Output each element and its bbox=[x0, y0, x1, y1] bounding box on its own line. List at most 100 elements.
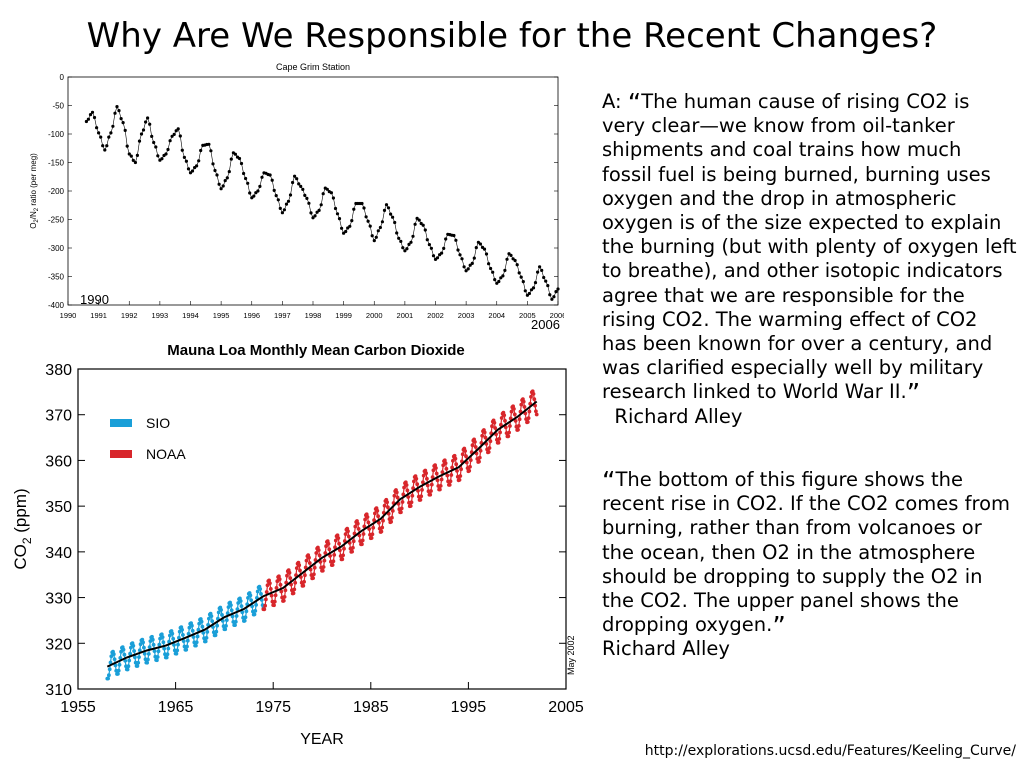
noaa-data-point bbox=[326, 541, 331, 546]
noaa-data-point bbox=[459, 467, 463, 472]
o2-data-point bbox=[370, 234, 374, 238]
o2-data-point bbox=[244, 176, 248, 181]
noaa-data-point bbox=[429, 489, 433, 493]
noaa-data-point bbox=[425, 476, 429, 481]
noaa-data-point bbox=[343, 532, 348, 536]
o2-data-point bbox=[519, 275, 523, 279]
noaa-data-point bbox=[444, 466, 449, 471]
close-quote-mark: ” bbox=[772, 612, 786, 643]
noaa-data-point bbox=[274, 586, 279, 590]
noaa-data-point bbox=[506, 434, 511, 439]
noaa-data-point bbox=[399, 506, 404, 511]
noaa-data-point bbox=[377, 520, 381, 525]
sio-data-point bbox=[229, 608, 234, 613]
co2-y-ticks: 310 320 330 340 350 360 370 380 bbox=[45, 362, 566, 699]
o2-data-point bbox=[88, 113, 93, 117]
noaa-data-point bbox=[492, 420, 497, 425]
noaa-data-point bbox=[362, 524, 367, 529]
o2-data-point bbox=[458, 253, 462, 257]
o2-data-point bbox=[380, 220, 384, 224]
sio-data-point bbox=[240, 610, 245, 615]
o2-data-point bbox=[491, 270, 495, 274]
noaa-data-point bbox=[468, 464, 472, 469]
co2-y-tick-label: 330 bbox=[45, 591, 72, 608]
source-link[interactable]: http://explorations.ucsd.edu/Features/Ke… bbox=[644, 743, 1016, 759]
sio-data-point bbox=[181, 639, 186, 643]
o2-x-tick-label: 1994 bbox=[182, 311, 199, 320]
sio-data-point bbox=[175, 648, 180, 653]
sio-data-point bbox=[201, 631, 206, 635]
noaa-data-point bbox=[298, 568, 302, 573]
noaa-data-point bbox=[317, 553, 322, 558]
co2-y-tick-label: 370 bbox=[45, 408, 72, 425]
o2-y-tick-label: -100 bbox=[48, 130, 65, 139]
o2-data-point bbox=[107, 135, 111, 139]
noaa-data-point bbox=[497, 437, 502, 441]
sio-data-point bbox=[219, 608, 224, 612]
o2-y-tick-label: -150 bbox=[48, 159, 65, 168]
o2-data-point bbox=[487, 262, 491, 266]
o2-data-point bbox=[301, 187, 305, 191]
o2-data-point bbox=[489, 266, 493, 271]
sio-data-point bbox=[185, 638, 190, 643]
o2-data-point bbox=[309, 211, 313, 215]
sio-data-point bbox=[147, 645, 152, 649]
sio-data-point bbox=[196, 627, 201, 632]
o2-plot-frame bbox=[67, 76, 559, 306]
noaa-data-point bbox=[373, 511, 377, 516]
noaa-data-point bbox=[416, 488, 420, 493]
sio-data-point bbox=[246, 596, 250, 600]
noaa-data-point bbox=[340, 557, 345, 562]
sio-data-point bbox=[112, 657, 117, 662]
sio-data-point bbox=[125, 667, 130, 672]
o2-data-point bbox=[280, 211, 284, 215]
noaa-data-point bbox=[508, 416, 513, 421]
o2-data-point bbox=[452, 233, 456, 238]
o2-data-point bbox=[389, 212, 393, 216]
sio-data-point bbox=[223, 627, 228, 632]
o2-data-point bbox=[376, 229, 380, 233]
o2-data-point bbox=[233, 152, 237, 156]
o2-data-point bbox=[217, 182, 221, 186]
quote-a-text: The human cause of rising CO2 is very cl… bbox=[602, 90, 1017, 404]
sio-data-point bbox=[151, 642, 156, 647]
sio-data-point bbox=[244, 609, 249, 614]
noaa-data-point bbox=[411, 486, 415, 491]
noaa-data-point bbox=[450, 465, 454, 470]
sio-data-point bbox=[239, 604, 244, 608]
noaa-data-point bbox=[322, 558, 327, 563]
o2-data-point bbox=[548, 293, 552, 297]
o2-data-point bbox=[121, 121, 125, 125]
o2-data-point bbox=[460, 257, 464, 261]
o2-data-point bbox=[503, 268, 507, 272]
noaa-data-point bbox=[264, 590, 269, 594]
noaa-data-point bbox=[527, 409, 532, 414]
o2-data-point bbox=[470, 261, 474, 265]
o2-y-tick-label: -50 bbox=[52, 102, 64, 111]
o2-data-point bbox=[133, 160, 137, 165]
o2-data-point bbox=[105, 144, 109, 148]
o2-data-point bbox=[474, 246, 478, 250]
sio-data-point bbox=[137, 648, 142, 653]
o2-data-point bbox=[197, 159, 201, 163]
sio-data-point bbox=[132, 649, 136, 653]
o2-data-point bbox=[344, 229, 348, 234]
noaa-data-point bbox=[323, 551, 328, 555]
quote-a-prefix: A: bbox=[602, 90, 628, 113]
co2-chart-title: Mauna Loa Monthly Mean Carbon Dioxide bbox=[167, 342, 465, 359]
noaa-data-point bbox=[355, 521, 360, 526]
o2-data-point bbox=[552, 295, 556, 299]
noaa-data-point bbox=[394, 490, 399, 495]
noaa-data-point bbox=[516, 427, 520, 432]
co2-y-tick-label: 310 bbox=[45, 682, 72, 699]
o2-data-point bbox=[211, 162, 215, 166]
sio-data-point bbox=[123, 658, 128, 663]
noaa-data-point bbox=[346, 534, 351, 539]
noaa-data-point bbox=[445, 473, 450, 478]
noaa-data-point bbox=[404, 483, 409, 487]
noaa-data-point bbox=[351, 545, 355, 550]
noaa-data-point bbox=[470, 443, 475, 448]
o2-data-point bbox=[172, 132, 176, 136]
sio-data-point bbox=[108, 660, 113, 665]
o2-y-tick-label: -350 bbox=[48, 273, 65, 282]
